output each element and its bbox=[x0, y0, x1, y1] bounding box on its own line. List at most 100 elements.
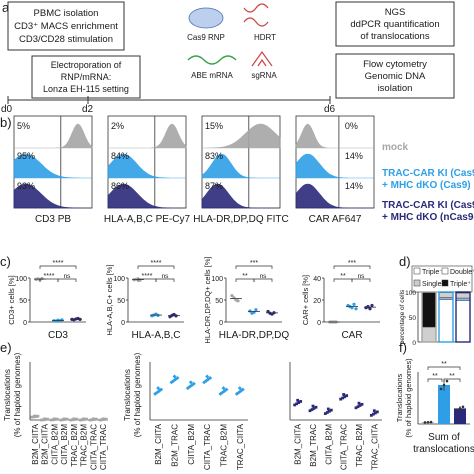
sig-bracket bbox=[427, 366, 461, 370]
panel-label-b: b) bbox=[0, 115, 12, 130]
data-point bbox=[295, 402, 299, 406]
sig-bracket bbox=[155, 278, 175, 282]
y-axis-label-line2: (% of haploid genomes) bbox=[133, 352, 142, 437]
panel-label-c: c) bbox=[0, 254, 11, 269]
data-point bbox=[62, 417, 66, 421]
data-point bbox=[371, 412, 375, 416]
histogram-curve bbox=[201, 153, 280, 179]
data-point bbox=[236, 299, 240, 303]
workflow-box-3: NGS ddPCR quantification of translocatio… bbox=[335, 1, 455, 47]
box4-line3: isolation bbox=[378, 83, 413, 94]
data-point bbox=[299, 400, 303, 403]
data-point bbox=[423, 421, 427, 424]
data-point bbox=[237, 386, 242, 391]
histogram-curve bbox=[13, 153, 92, 179]
box2-line2: RNP/mRNA: bbox=[61, 72, 112, 82]
abe-mrna-icon bbox=[187, 55, 237, 65]
box3-line2: ddPCR quantification bbox=[350, 19, 439, 30]
sig-bracket bbox=[137, 265, 175, 269]
stacked-bar-chart: Triple⁻ Double⁺ Single⁺ Triple⁺ 0 50 100percen… bbox=[399, 265, 474, 347]
legend-line2: + MHC dKO (nCas9-B bbox=[382, 212, 474, 223]
histogram-curve bbox=[13, 183, 92, 209]
histogram-panel: 5% 95% 93% CD3 PB 2% 84% 86% HLA-A,B,C PE-Cy7 15… bbox=[13, 115, 375, 225]
sig-bracket bbox=[39, 265, 77, 269]
y-tick-label: 100 bbox=[211, 276, 223, 283]
data-point bbox=[323, 412, 327, 416]
histogram-curve bbox=[108, 123, 187, 149]
workflow-box-4: Flow cytometry Genomic DNA isolation bbox=[335, 53, 455, 99]
day-0: d0 bbox=[1, 104, 13, 115]
data-point bbox=[224, 387, 229, 392]
data-point bbox=[445, 379, 449, 383]
stacked-segment bbox=[438, 297, 454, 300]
x-axis-label: CD3 bbox=[48, 330, 68, 341]
x-tick-label: TRAC_B2M bbox=[70, 424, 79, 467]
y-tick-label: 50 bbox=[409, 315, 417, 322]
bar bbox=[438, 385, 450, 424]
data-point bbox=[104, 417, 108, 421]
y-tick-label: 100 bbox=[405, 290, 416, 297]
data-point bbox=[311, 404, 315, 408]
legend-label: Triple⁻ bbox=[422, 269, 443, 276]
data-point bbox=[296, 398, 300, 402]
workflow-box-1: PBMC isolation CD3⁺ MACS enrichment CD3/… bbox=[7, 1, 125, 51]
sig-label: ns bbox=[358, 273, 366, 280]
timeline: d0 d2 d6 bbox=[1, 96, 336, 115]
legend-swatch bbox=[413, 279, 421, 287]
sig-label: **** bbox=[142, 273, 153, 280]
x-tick-label: TRAC_B2M bbox=[355, 424, 364, 467]
data-point bbox=[370, 303, 374, 308]
panel-label-e: e) bbox=[0, 340, 12, 355]
data-point bbox=[308, 409, 312, 413]
histogram-percent: 95% bbox=[17, 151, 35, 161]
data-point bbox=[79, 418, 83, 422]
y-axis-label-line1: Translocations bbox=[123, 369, 132, 421]
data-point bbox=[429, 420, 433, 424]
x-tick-label: CIITA_B2M bbox=[324, 424, 333, 465]
box2-line1: Electroporation of bbox=[51, 60, 122, 70]
data-point bbox=[94, 417, 98, 421]
x-tick-label: B2M_TRAC bbox=[171, 424, 180, 467]
data-point bbox=[52, 417, 56, 421]
data-point bbox=[254, 308, 258, 312]
x-tick-label: CIITA_B2M bbox=[187, 424, 196, 465]
x-tick-label: TRAC_CIITA bbox=[236, 423, 245, 470]
data-point bbox=[69, 418, 73, 422]
data-point bbox=[293, 403, 297, 407]
data-point bbox=[461, 405, 465, 409]
y-tick-label: 0 bbox=[317, 320, 321, 327]
data-point bbox=[91, 417, 95, 421]
x-tick-label: CIITA_B2M bbox=[50, 424, 59, 465]
legend-swatch bbox=[441, 267, 449, 275]
data-point bbox=[43, 417, 47, 421]
day-2: d2 bbox=[82, 104, 94, 115]
data-point bbox=[352, 302, 356, 306]
stacked-segment bbox=[455, 297, 471, 301]
stacked-segment bbox=[438, 292, 454, 298]
histogram-percent: 14% bbox=[345, 151, 363, 161]
histogram-curve bbox=[201, 183, 280, 209]
x-tick-label: CIITA_B2M bbox=[60, 424, 69, 465]
histogram-curve bbox=[295, 123, 374, 149]
cas9-rnp-icon bbox=[188, 7, 224, 29]
bar-outline bbox=[438, 291, 454, 343]
legend-line1: TRAC-CAR KI (Cas9) bbox=[382, 200, 474, 211]
stacked-segment bbox=[455, 300, 471, 343]
sig-bracket bbox=[443, 378, 461, 382]
data-point bbox=[33, 414, 37, 418]
sig-label: ** bbox=[432, 373, 438, 380]
legend-line1: TRAC-CAR KI (Cas9) bbox=[382, 168, 474, 179]
y-axis-label: HLA-A,B,C+ cells [%] bbox=[105, 264, 114, 335]
data-point bbox=[373, 411, 377, 415]
y-tick-label: 100 bbox=[113, 276, 125, 283]
y-axis-label-line1: Translocations bbox=[395, 374, 404, 423]
data-point bbox=[60, 318, 64, 322]
sig-label: ** bbox=[449, 373, 455, 380]
data-point bbox=[458, 407, 462, 410]
y-axis-label: percentage of cells bbox=[399, 289, 406, 344]
data-point bbox=[55, 417, 59, 421]
box1-line2: CD3⁺ MACS enrichment bbox=[14, 21, 118, 32]
data-point bbox=[65, 417, 69, 421]
x-tick-label: CIITA_TRAC bbox=[89, 424, 98, 470]
data-point bbox=[40, 418, 44, 422]
